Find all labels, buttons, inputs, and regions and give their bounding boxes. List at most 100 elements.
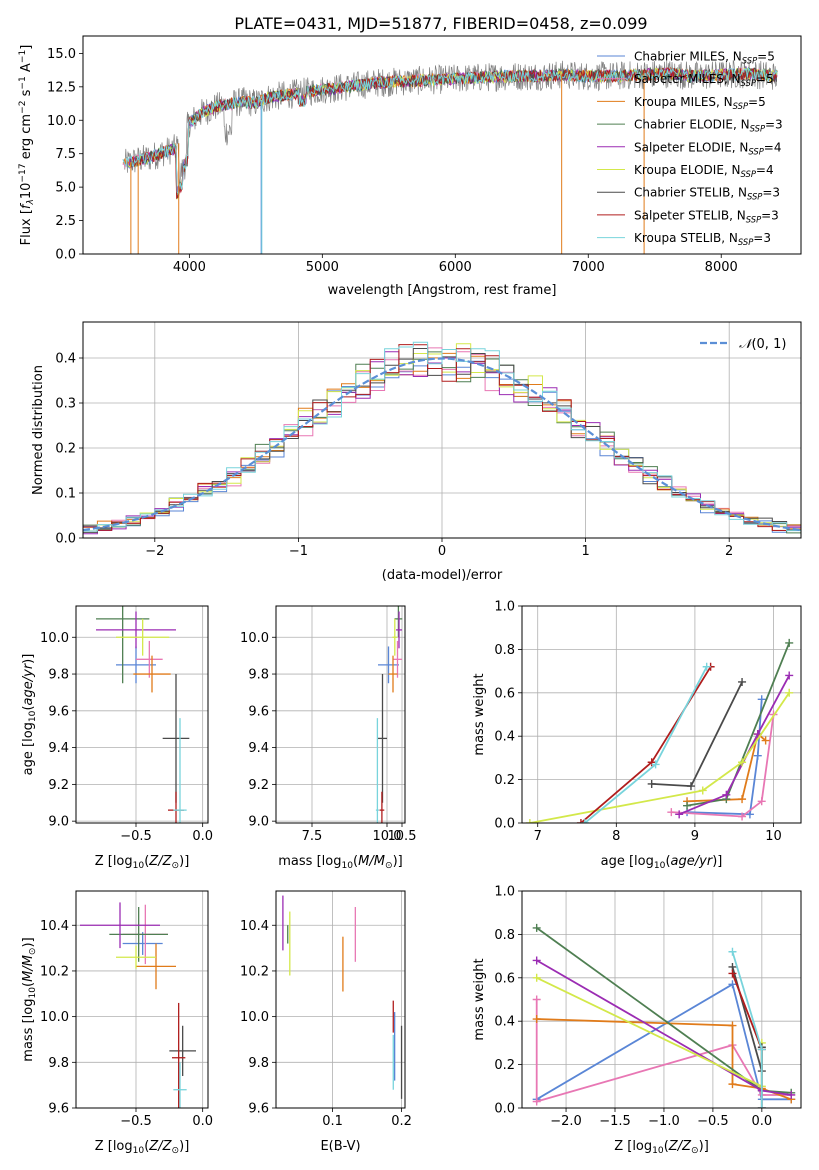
point-marker bbox=[728, 980, 737, 989]
x-tick-label: −0.5 bbox=[120, 1114, 152, 1129]
x-axis-label: Z [log10(Z/Z⊙)] bbox=[95, 854, 190, 871]
point-marker bbox=[757, 695, 766, 704]
legend-label: Salpeter ELODIE, NSSP=4 bbox=[634, 140, 782, 156]
point-marker bbox=[532, 973, 541, 982]
legend-label: Kroupa STELIB, NSSP=3 bbox=[634, 231, 771, 247]
plot-area bbox=[96, 606, 190, 823]
point-marker bbox=[738, 795, 747, 804]
point-marker bbox=[525, 819, 534, 823]
model-salpeter-stelib bbox=[130, 67, 777, 199]
y-tick-label: 1.0 bbox=[494, 600, 515, 615]
x-tick-label: 4000 bbox=[173, 260, 206, 275]
x-tick-label: 9 bbox=[691, 829, 699, 844]
y-tick-label: 0.4 bbox=[494, 1015, 515, 1030]
series-chabrier-miles bbox=[536, 982, 792, 1101]
point-marker bbox=[757, 797, 766, 806]
plot-area bbox=[375, 606, 403, 823]
y-tick-label: 0.8 bbox=[494, 643, 515, 658]
point-marker bbox=[785, 671, 794, 680]
point-marker bbox=[686, 782, 695, 791]
x-tick-label: −2.0 bbox=[550, 1114, 582, 1129]
axes-frame bbox=[275, 605, 406, 824]
y-tick-label: 9.0 bbox=[248, 815, 269, 830]
point-marker bbox=[532, 956, 541, 965]
x-tick-label: 7 bbox=[534, 829, 542, 844]
y-tick-label: 9.6 bbox=[248, 1102, 269, 1117]
y-tick-label: 9.8 bbox=[48, 1056, 69, 1071]
point-marker bbox=[785, 688, 794, 697]
panel-weight-vs-age: 7 8 9 10 0.0 0.2 0.4 0.6 0.8 1.0 age [log10(age/yr… bbox=[472, 600, 802, 871]
panel-spectrum: 4000 5000 6000 7000 8000 0.0 2.5 5.0 7.5 10.0 12.5… bbox=[18, 35, 802, 298]
point-marker bbox=[761, 736, 770, 745]
x-axis-label: Z [log10(Z/Z⊙)] bbox=[614, 1139, 709, 1156]
x-tick-label: 7000 bbox=[572, 260, 605, 275]
panel-residuals: −2 −1 0 1 2 0.0 0.1 0.2 0.3 0.4 𝒩(0, 1) (data-model… bbox=[31, 321, 802, 583]
plot-area bbox=[532, 923, 796, 1108]
y-tick-label: 9.6 bbox=[248, 704, 269, 719]
plot-area bbox=[83, 341, 801, 535]
point-marker bbox=[738, 758, 747, 767]
y-tick-label: 0.1 bbox=[55, 487, 76, 502]
axes-frame bbox=[75, 890, 209, 1109]
normal-curve bbox=[83, 357, 801, 532]
x-axis-label: mass [log10(M/M⊙)] bbox=[278, 854, 402, 871]
point-marker bbox=[698, 786, 707, 795]
axes-frame bbox=[75, 605, 209, 824]
x-tick-label: 10.0 bbox=[373, 829, 402, 844]
y-axis-label: age [log10(age/yr)] bbox=[21, 654, 38, 776]
y-tick-label: 0.2 bbox=[55, 442, 76, 457]
plot-area bbox=[80, 902, 196, 1108]
y-axis-label: mass weight bbox=[472, 958, 487, 1040]
y-tick-label: 9.8 bbox=[248, 668, 269, 683]
y-tick-label: 9.0 bbox=[48, 815, 69, 830]
y-tick-label: 0.3 bbox=[55, 397, 76, 412]
y-tick-label: 9.4 bbox=[248, 741, 269, 756]
point-marker bbox=[757, 1104, 766, 1108]
legend-label: Kroupa ELODIE, NSSP=4 bbox=[634, 163, 774, 179]
point-marker bbox=[722, 790, 731, 799]
axes-frame bbox=[521, 890, 802, 1109]
point-marker bbox=[728, 1021, 737, 1030]
point-marker bbox=[745, 810, 754, 819]
axes-frame bbox=[82, 321, 802, 539]
y-axis-label: Normed distribution bbox=[31, 365, 46, 495]
x-tick-label: 0.0 bbox=[751, 1114, 772, 1129]
point-marker bbox=[728, 1080, 737, 1089]
y-tick-label: 0.8 bbox=[494, 928, 515, 943]
figure-title: PLATE=0431, MJD=51877, FIBERID=0458, z=0… bbox=[234, 14, 647, 33]
y-axis-label: Flux [fλ10−17 erg cm−2 s−1 A−1] bbox=[18, 45, 36, 246]
y-axis-label: mass weight bbox=[472, 673, 487, 755]
point-marker bbox=[683, 801, 692, 810]
y-tick-label: 10.0 bbox=[240, 1010, 269, 1025]
y-tick-label: 0.2 bbox=[494, 1058, 515, 1073]
histogram-salpeter-stelib bbox=[83, 344, 801, 531]
histogram-kroupa-stelib bbox=[83, 341, 801, 532]
x-tick-label: −1.0 bbox=[648, 1114, 680, 1129]
model-kroupa-stelib bbox=[122, 67, 778, 195]
x-tick-label: 0.2 bbox=[391, 1114, 412, 1129]
y-tick-label: 9.6 bbox=[48, 704, 69, 719]
point-marker bbox=[738, 812, 747, 821]
y-tick-label: 10.2 bbox=[240, 964, 269, 979]
x-axis-label: Z [log10(Z/Z⊙)] bbox=[95, 1139, 190, 1156]
point-marker bbox=[785, 638, 794, 647]
x-axis-label: E(B-V) bbox=[320, 1139, 360, 1154]
axes-frame bbox=[275, 890, 406, 1109]
y-tick-label: 9.8 bbox=[248, 1056, 269, 1071]
panel-weight-vs-z: −2.0 −1.5 −1.0 −0.5 0.0 0.0 0.2 0.4 0.6 0.8 1.0 Z [… bbox=[472, 885, 802, 1156]
model-kroupa-elodie bbox=[127, 67, 778, 201]
y-tick-label: 7.5 bbox=[55, 147, 76, 162]
y-tick-label: 10.0 bbox=[40, 631, 69, 646]
point-marker bbox=[728, 969, 737, 978]
series-salpeter-miles bbox=[671, 714, 775, 818]
x-tick-label: 1 bbox=[581, 544, 589, 559]
y-tick-label: 10.0 bbox=[240, 631, 269, 646]
series-kroupa-stelib bbox=[584, 666, 708, 823]
panel-mass-vs-z: −0.5 0.0 9.6 9.8 10.0 10.2 10.4 Z [log10(Z/Z⊙)]… bbox=[21, 890, 213, 1156]
x-tick-label: 2 bbox=[725, 544, 733, 559]
series-kroupa-elodie bbox=[529, 692, 790, 823]
y-tick-label: 12.5 bbox=[47, 80, 76, 95]
legend-label: Salpeter STELIB, NSSP=3 bbox=[634, 208, 779, 224]
